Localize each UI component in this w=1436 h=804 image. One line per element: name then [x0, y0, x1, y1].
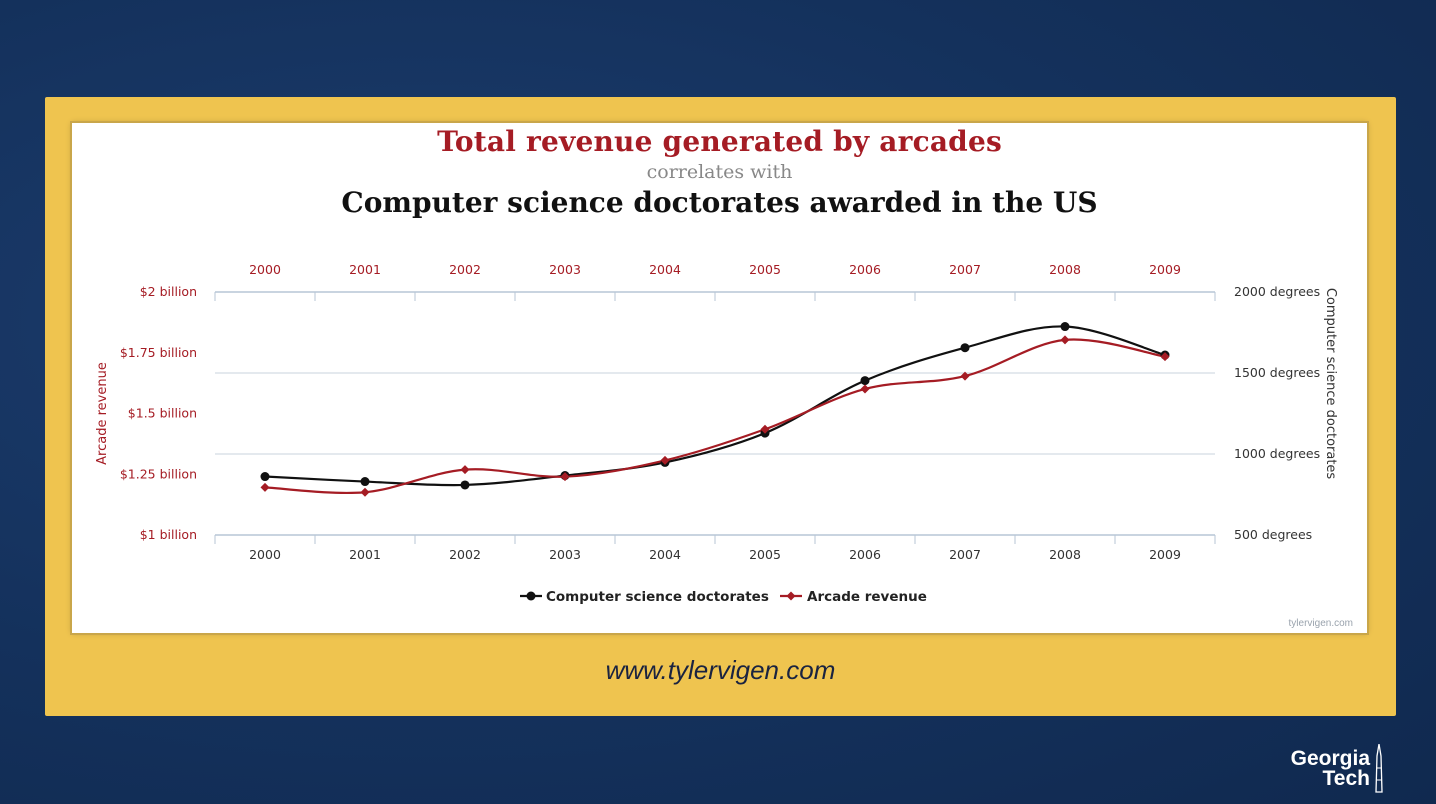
bottom-x-tick-label: 2006: [849, 547, 881, 562]
top-x-tick-label: 2000: [249, 262, 281, 277]
bottom-x-tick-label: 2002: [449, 547, 481, 562]
top-x-tick-label: 2008: [1049, 262, 1081, 277]
top-x-tick-label: 2005: [749, 262, 781, 277]
point-doctorates: [960, 343, 970, 353]
point-doctorates: [360, 477, 370, 487]
footer-url[interactable]: www.tylervigen.com: [605, 655, 836, 685]
point-arcade: [760, 424, 770, 434]
point-arcade: [360, 487, 370, 497]
left-axis-title: Arcade revenue: [95, 362, 110, 465]
chart-connector: correlates with: [646, 161, 793, 183]
right-axis-title: Computer science doctorates: [1323, 288, 1338, 480]
georgia-tech-logo: Georgia Tech: [1262, 744, 1402, 798]
chart-svg: 2000 2000 2001 2001 2002 2002 2003 2003 2004 2004…: [95, 262, 1338, 605]
watermark[interactable]: tylervigen.com: [1288, 618, 1353, 629]
bottom-x-tick-label: 2009: [1149, 547, 1181, 562]
logo-line-1: Georgia: [1290, 747, 1370, 770]
bottom-x-tick-label: 2008: [1049, 547, 1081, 562]
legend-label-arcade: Arcade revenue: [807, 589, 927, 605]
right-y-tick-label: 1000 degrees: [1234, 446, 1320, 461]
chart-subtitle: Computer science doctorates awarded in t…: [341, 186, 1098, 219]
point-arcade: [660, 455, 670, 465]
point-doctorates: [260, 472, 270, 482]
point-arcade: [960, 371, 970, 381]
chart-card: Total revenue generated by arcades corre…: [72, 123, 1367, 633]
top-x-tick-label: 2001: [349, 262, 381, 277]
point-arcade: [1160, 352, 1170, 362]
top-x-tick-label: 2007: [949, 262, 981, 277]
bottom-x-tick-label: 2005: [749, 547, 781, 562]
chart-title: Total revenue generated by arcades: [437, 125, 1002, 158]
bottom-x-tick-label: 2007: [949, 547, 981, 562]
right-y-tick-label: 500 degrees: [1234, 527, 1312, 542]
point-arcade: [560, 472, 570, 482]
left-y-tick-label: $1 billion: [140, 527, 197, 542]
series-line-doctorates: [264, 325, 1166, 487]
series-line-arcade: [264, 338, 1166, 495]
tower-icon: [1375, 744, 1383, 793]
top-x-tick-label: 2006: [849, 262, 881, 277]
point-doctorates: [460, 480, 470, 490]
point-arcade: [260, 482, 270, 492]
right-y-tick-label: 2000 degrees: [1234, 284, 1320, 299]
legend-label-doctorates: Computer science doctorates: [546, 589, 769, 605]
legend-marker-doctorates: [526, 591, 536, 601]
right-y-tick-label: 1500 degrees: [1234, 365, 1320, 380]
top-x-tick-label: 2002: [449, 262, 481, 277]
top-x-tick-label: 2009: [1149, 262, 1181, 277]
logo-line-2: Tech: [1322, 767, 1370, 790]
top-x-tick-label: 2003: [549, 262, 581, 277]
bottom-x-tick-label: 2001: [349, 547, 381, 562]
left-y-tick-label: $1.25 billion: [120, 466, 197, 481]
left-y-tick-label: $1.75 billion: [120, 345, 197, 360]
bottom-x-tick-label: 2003: [549, 547, 581, 562]
point-doctorates: [860, 376, 870, 386]
left-y-tick-label: $1.5 billion: [128, 406, 197, 421]
top-x-tick-label: 2004: [649, 262, 681, 277]
point-arcade: [460, 465, 470, 475]
point-doctorates: [1060, 322, 1070, 332]
point-arcade: [1060, 335, 1070, 345]
left-y-tick-label: $2 billion: [140, 284, 197, 299]
bottom-x-tick-label: 2000: [249, 547, 281, 562]
bottom-x-tick-label: 2004: [649, 547, 681, 562]
point-arcade: [860, 384, 870, 394]
legend-marker-arcade: [786, 591, 796, 601]
